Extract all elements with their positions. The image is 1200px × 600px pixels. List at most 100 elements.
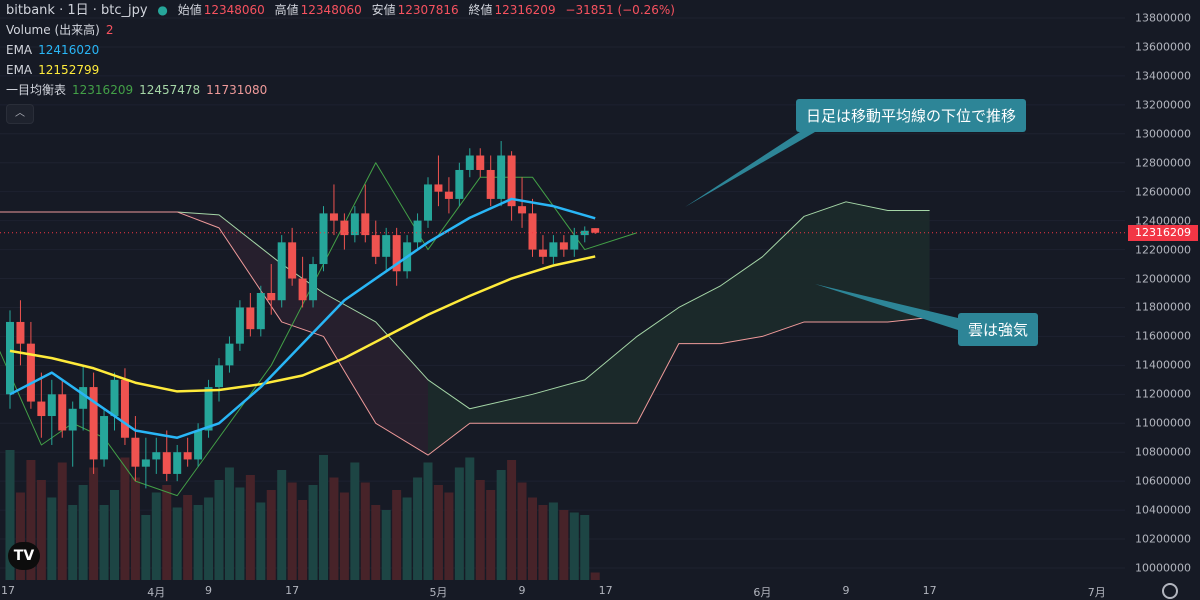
ichimoku-value-1: 12316209 <box>72 83 134 97</box>
candle-body <box>58 394 67 431</box>
candle-body <box>215 365 223 388</box>
volume-bar <box>277 470 287 580</box>
collapse-icon[interactable]: ︿ <box>6 104 34 124</box>
candle-body <box>413 220 422 243</box>
volume-legend[interactable]: Volume (出来高) 2 <box>6 22 119 38</box>
x-tick-label: 17 <box>598 584 613 597</box>
candle-body <box>288 242 297 279</box>
y-tick-label: 11800000 <box>1135 300 1191 314</box>
volume-bar <box>36 480 46 580</box>
candle-body <box>79 387 88 409</box>
candle-body <box>465 155 474 170</box>
ema-slow-value: 12152799 <box>38 63 100 77</box>
volume-bar <box>162 485 172 580</box>
volume-bar <box>486 490 496 580</box>
callout-cloud-pointer <box>815 284 958 330</box>
volume-bar <box>89 467 99 580</box>
candle-body <box>298 278 307 301</box>
ichimoku-value-2: 12457478 <box>139 83 201 97</box>
y-tick-label: 10000000 <box>1135 561 1191 575</box>
candle-body <box>329 213 338 221</box>
candle-body <box>392 235 401 272</box>
candle-body <box>319 213 328 265</box>
y-tick-label: 13400000 <box>1135 69 1191 83</box>
volume-label: Volume (出来高) <box>6 23 100 37</box>
candle-body <box>6 321 14 395</box>
y-tick-label: 10200000 <box>1135 532 1191 546</box>
x-tick-label: 9 <box>205 584 213 597</box>
volume-bar <box>26 460 36 580</box>
y-tick-label: 10400000 <box>1135 503 1191 517</box>
eye-icon[interactable]: ● <box>157 3 168 17</box>
volume-bar <box>444 492 454 580</box>
volume-bar <box>360 482 370 580</box>
open-value: 12348060 <box>203 3 265 17</box>
last-price-tag: 12316209 <box>1128 224 1198 241</box>
candle-body <box>382 235 391 257</box>
volume-bar <box>183 495 193 580</box>
volume-bar <box>538 505 548 580</box>
y-tick-label: 10800000 <box>1135 445 1191 459</box>
volume-bar <box>57 462 67 580</box>
candle-body <box>246 307 255 330</box>
candle-body <box>476 155 485 170</box>
ichimoku-label: 一目均衡表 <box>6 83 67 97</box>
volume-bar <box>266 490 276 580</box>
candle-body <box>350 213 359 236</box>
volume-bar <box>256 502 266 580</box>
settings-icon[interactable] <box>1162 583 1178 599</box>
symbol-title[interactable]: bitbank · 1日 · btc_jpy <box>6 3 148 18</box>
candle-body <box>47 394 56 417</box>
x-tick-label: 4月 <box>147 586 166 599</box>
ema-fast-legend[interactable]: EMA 12416020 <box>6 42 105 58</box>
volume-bar <box>130 477 140 580</box>
change-value: −31851 (−0.26%) <box>565 3 675 17</box>
volume-bar <box>475 480 485 580</box>
callout-ema: 日足は移動平均線の下位で推移 <box>796 99 1027 132</box>
x-tick-label: 17 <box>922 584 937 597</box>
candle-body <box>183 452 192 460</box>
candle-body <box>256 293 265 330</box>
close-label: 終値 <box>468 3 493 17</box>
candle-body <box>559 242 568 250</box>
volume-bar <box>392 490 402 580</box>
high-value: 12348060 <box>300 3 362 17</box>
candle-body <box>120 379 129 438</box>
ichimoku-legend[interactable]: 一目均衡表 12316209 12457478 11731080 <box>6 82 273 98</box>
y-tick-label: 12400000 <box>1135 214 1191 228</box>
tradingview-logo[interactable]: TV <box>8 542 40 570</box>
candle-body <box>37 401 46 417</box>
candle-body <box>444 191 453 199</box>
candle-body <box>173 452 182 474</box>
y-tick-label: 12600000 <box>1135 185 1191 199</box>
volume-bar <box>507 460 517 580</box>
x-tick-label: 7月 <box>1087 586 1106 599</box>
candle-body <box>235 307 244 344</box>
close-value: 12316209 <box>494 3 556 17</box>
volume-bar <box>350 462 360 580</box>
y-tick-label: 12000000 <box>1135 272 1191 286</box>
volume-bar <box>319 455 328 580</box>
candle-body <box>518 206 527 214</box>
candle-body <box>497 155 506 199</box>
ema-fast-line <box>9 197 596 439</box>
candle-body <box>141 459 150 467</box>
y-tick-label: 12800000 <box>1135 156 1191 170</box>
volume-bar <box>517 482 527 580</box>
volume-bar <box>454 467 464 580</box>
volume-bar <box>141 515 151 580</box>
x-tick-label: 17 <box>285 584 300 597</box>
ema-slow-legend[interactable]: EMA 12152799 <box>6 62 105 78</box>
volume-bar <box>287 482 297 580</box>
volume-bar <box>548 502 558 580</box>
candle-body <box>570 235 579 250</box>
candle-body <box>434 184 443 192</box>
volume-bar <box>298 500 308 580</box>
volume-value: 2 <box>105 23 114 37</box>
volume-bar <box>465 457 475 580</box>
candle-body <box>204 387 213 431</box>
candle-body <box>538 249 547 257</box>
candle-body <box>549 242 558 257</box>
